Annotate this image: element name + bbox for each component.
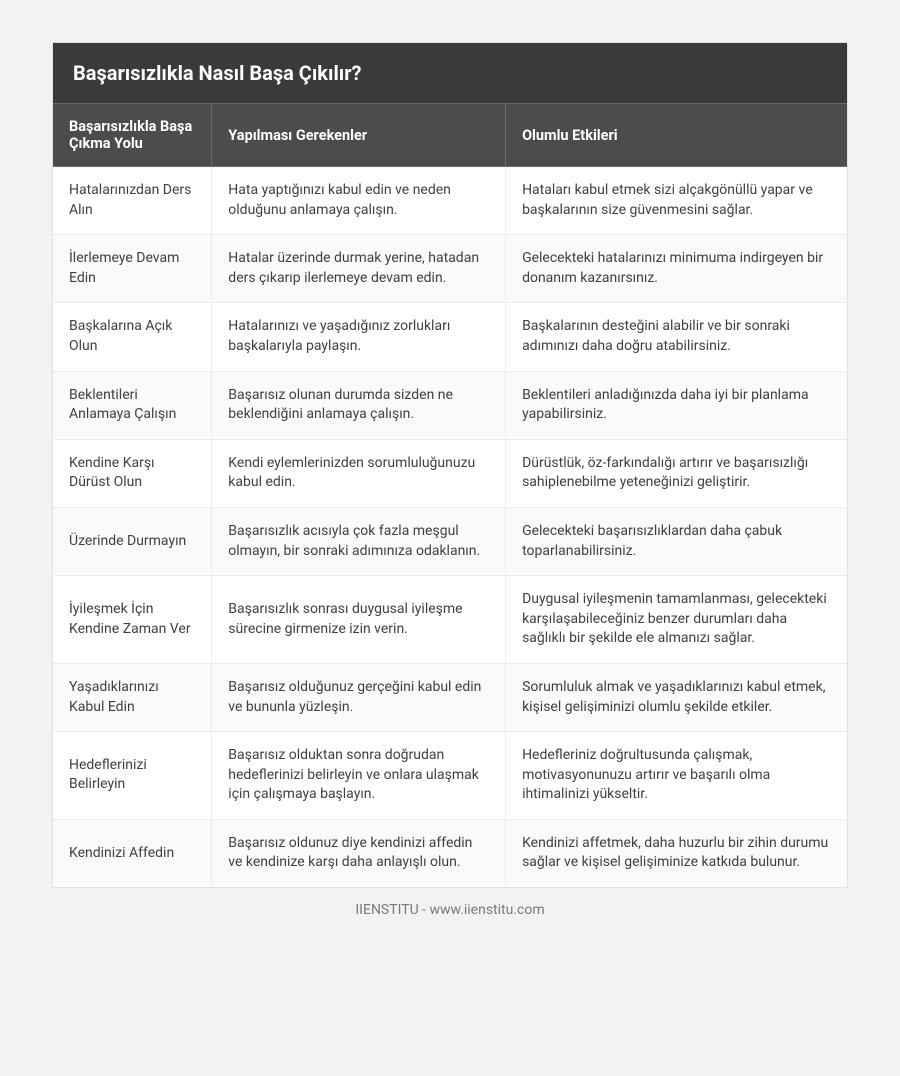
table-row: İlerlemeye Devam Edin Hatalar üzerinde d… <box>53 235 847 303</box>
table-cell-way: Beklentileri Anlamaya Çalışın <box>53 371 212 439</box>
table-cell-action: Başarısızlık acısıyla çok fazla meşgul o… <box>212 507 506 575</box>
table-cell-action: Kendi eylemlerinizden sorumluluğunuzu ka… <box>212 439 506 507</box>
table-cell-action: Başarısızlık sonrası duygusal iyileşme s… <box>212 576 506 664</box>
table-cell-action: Başarısız olduktan sonra doğrudan hedefl… <box>212 732 506 820</box>
table-cell-way: İyileşmek İçin Kendine Zaman Ver <box>53 576 212 664</box>
table-header-cell: Başarısızlıkla Başa Çıkma Yolu <box>53 104 212 167</box>
table-cell-effect: Gelecekteki hatalarınızı minimuma indirg… <box>506 235 847 303</box>
table-header-cell: Olumlu Etkileri <box>506 104 847 167</box>
table-cell-action: Başarısız olduğunuz gerçeğini kabul edin… <box>212 663 506 731</box>
table-header-row: Başarısızlıkla Başa Çıkma Yolu Yapılması… <box>53 104 847 167</box>
table-cell-effect: Hataları kabul etmek sizi alçakgönüllü y… <box>506 167 847 235</box>
table-row: İyileşmek İçin Kendine Zaman Ver Başarıs… <box>53 576 847 664</box>
failure-coping-table: Başarısızlıkla Başa Çıkma Yolu Yapılması… <box>53 103 847 887</box>
table-cell-effect: Başkalarının desteğini alabilir ve bir s… <box>506 303 847 371</box>
content-card: Başarısızlıkla Nasıl Başa Çıkılır? Başar… <box>52 42 848 888</box>
table-cell-action: Hatalar üzerinde durmak yerine, hatadan … <box>212 235 506 303</box>
footer-credit: IIENSTITU - www.iienstitu.com <box>52 888 848 918</box>
table-cell-effect: Sorumluluk almak ve yaşadıklarınızı kabu… <box>506 663 847 731</box>
table-cell-way: Kendine Karşı Dürüst Olun <box>53 439 212 507</box>
table-cell-action: Başarısız olunan durumda sizden ne bekle… <box>212 371 506 439</box>
table-title: Başarısızlıkla Nasıl Başa Çıkılır? <box>53 43 847 103</box>
table-cell-action: Başarısız oldunuz diye kendinizi affedin… <box>212 819 506 887</box>
table-cell-way: İlerlemeye Devam Edin <box>53 235 212 303</box>
table-cell-way: Hedeflerinizi Belirleyin <box>53 732 212 820</box>
table-cell-way: Kendinizi Affedin <box>53 819 212 887</box>
table-cell-way: Yaşadıklarınızı Kabul Edin <box>53 663 212 731</box>
table-cell-effect: Kendinizi affetmek, daha huzurlu bir zih… <box>506 819 847 887</box>
table-row: Yaşadıklarınızı Kabul Edin Başarısız old… <box>53 663 847 731</box>
table-row: Kendine Karşı Dürüst Olun Kendi eylemler… <box>53 439 847 507</box>
table-header-cell: Yapılması Gerekenler <box>212 104 506 167</box>
table-body: Hatalarınızdan Ders Alın Hata yaptığınız… <box>53 167 847 888</box>
table-cell-action: Hatalarınızı ve yaşadığınız zorlukları b… <box>212 303 506 371</box>
table-row: Kendinizi Affedin Başarısız oldunuz diye… <box>53 819 847 887</box>
table-cell-effect: Beklentileri anladığınızda daha iyi bir … <box>506 371 847 439</box>
table-cell-effect: Dürüstlük, öz-farkındalığı artırır ve ba… <box>506 439 847 507</box>
table-row: Beklentileri Anlamaya Çalışın Başarısız … <box>53 371 847 439</box>
table-row: Hedeflerinizi Belirleyin Başarısız olduk… <box>53 732 847 820</box>
table-cell-effect: Hedefleriniz doğrultusunda çalışmak, mot… <box>506 732 847 820</box>
table-row: Başkalarına Açık Olun Hatalarınızı ve ya… <box>53 303 847 371</box>
table-cell-effect: Duygusal iyileşmenin tamamlanması, gelec… <box>506 576 847 664</box>
table-cell-way: Üzerinde Durmayın <box>53 507 212 575</box>
table-cell-action: Hata yaptığınızı kabul edin ve neden old… <box>212 167 506 235</box>
table-cell-way: Hatalarınızdan Ders Alın <box>53 167 212 235</box>
table-row: Hatalarınızdan Ders Alın Hata yaptığınız… <box>53 167 847 235</box>
table-cell-effect: Gelecekteki başarısızlıklardan daha çabu… <box>506 507 847 575</box>
table-cell-way: Başkalarına Açık Olun <box>53 303 212 371</box>
table-row: Üzerinde Durmayın Başarısızlık acısıyla … <box>53 507 847 575</box>
